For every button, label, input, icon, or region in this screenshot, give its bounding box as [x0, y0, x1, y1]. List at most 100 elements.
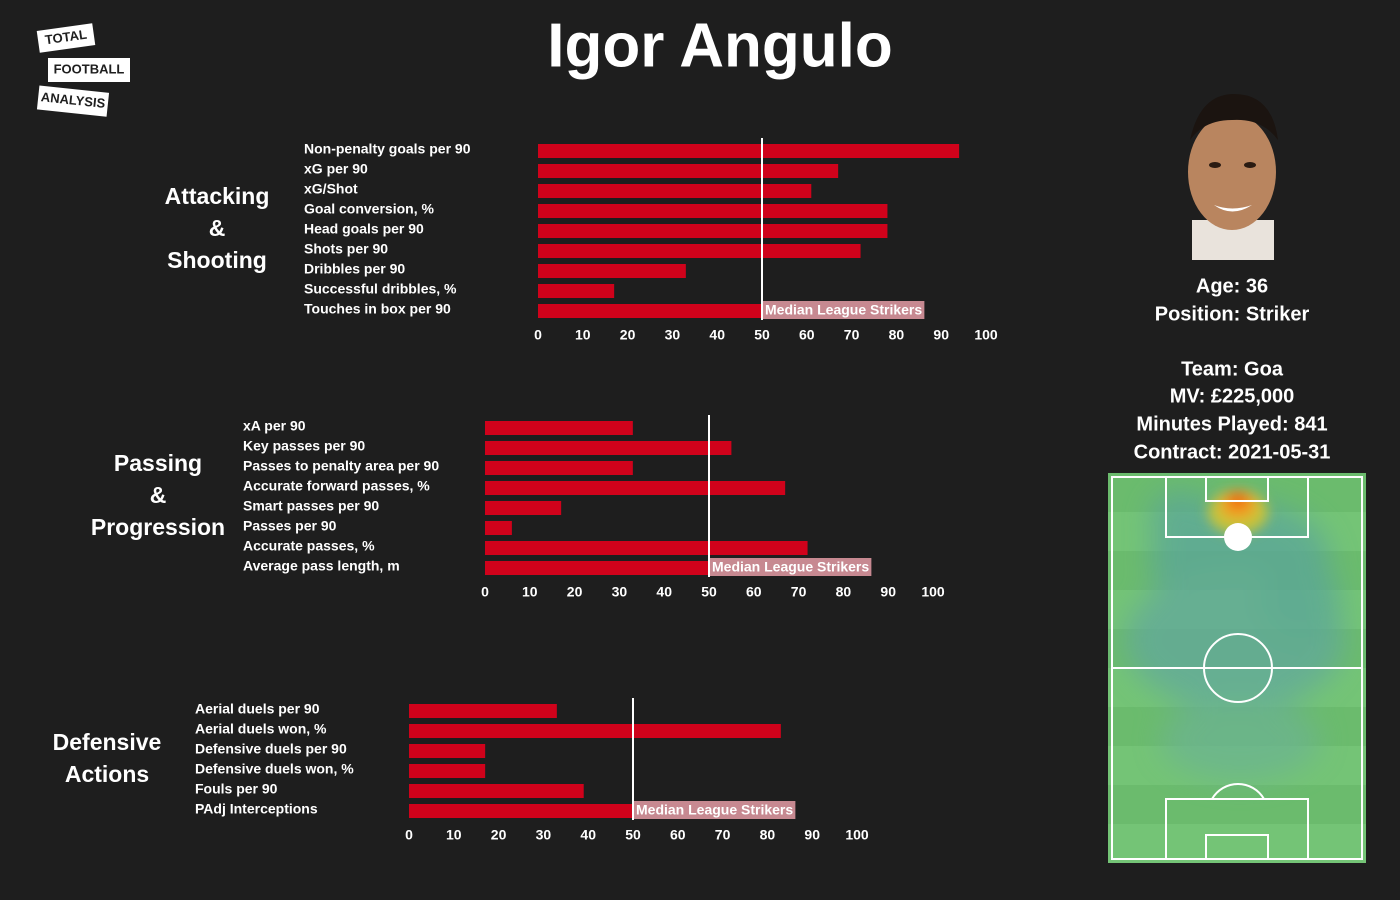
section-title: Passing [114, 450, 202, 476]
median-label: Median League Strikers [765, 302, 922, 318]
x-tick-label: 10 [446, 827, 462, 843]
category-label: Head goals per 90 [304, 221, 424, 237]
section-title: Shooting [167, 247, 267, 273]
section-title: Progression [91, 514, 225, 540]
x-tick-label: 70 [844, 327, 860, 343]
x-tick-label: 20 [620, 327, 636, 343]
x-tick-label: 0 [481, 584, 489, 600]
bar [485, 481, 786, 495]
bar [538, 204, 888, 218]
bar [538, 264, 686, 278]
bar [485, 541, 808, 555]
category-label: Aerial duels per 90 [195, 701, 320, 717]
x-tick-label: 30 [536, 827, 552, 843]
category-label: Successful dribbles, % [304, 281, 457, 297]
bar [538, 284, 615, 298]
category-label: xA per 90 [243, 418, 306, 434]
x-tick-label: 80 [836, 584, 852, 600]
x-tick-label: 0 [405, 827, 413, 843]
category-label: Fouls per 90 [195, 781, 278, 797]
x-tick-label: 100 [921, 584, 945, 600]
x-tick-label: 10 [575, 327, 591, 343]
median-label-bg [763, 301, 925, 319]
x-tick-label: 50 [754, 327, 770, 343]
x-tick-label: 70 [791, 584, 807, 600]
section-title: Actions [65, 761, 149, 787]
bar [485, 501, 562, 515]
x-tick-label: 60 [670, 827, 686, 843]
section-title: Attacking [165, 183, 270, 209]
profile-line: Contract: 2021-05-31 [1134, 441, 1331, 463]
category-label: Defensive duels won, % [195, 761, 354, 777]
x-tick-label: 100 [974, 327, 998, 343]
logo-text: FOOTBALL [54, 61, 125, 76]
category-label: Shots per 90 [304, 241, 388, 257]
profile-line: Position: Striker [1155, 303, 1310, 325]
x-tick-label: 50 [701, 584, 717, 600]
section-title: Defensive [53, 729, 162, 755]
x-tick-label: 60 [746, 584, 762, 600]
x-tick-label: 10 [522, 584, 538, 600]
category-label: Passes per 90 [243, 518, 337, 534]
bar [409, 724, 781, 738]
section-title: & [209, 215, 226, 241]
bar [538, 184, 812, 198]
category-label: xG per 90 [304, 161, 368, 177]
bar [409, 764, 486, 778]
category-label: Non-penalty goals per 90 [304, 141, 471, 157]
category-label: Accurate forward passes, % [243, 478, 430, 494]
profile-line: MV: £225,000 [1170, 385, 1295, 407]
heatmap [1108, 473, 1366, 863]
profile-line: Age: 36 [1196, 275, 1268, 297]
bar [485, 521, 512, 535]
median-label: Median League Strikers [636, 802, 793, 818]
category-label: PAdj Interceptions [195, 801, 318, 817]
category-label: Passes to penalty area per 90 [243, 458, 439, 474]
category-label: Dribbles per 90 [304, 261, 405, 277]
title: Igor Angulo [547, 11, 893, 80]
bar [409, 704, 557, 718]
logo-text: ANALYSIS [40, 89, 106, 111]
category-label: Aerial duels won, % [195, 721, 327, 737]
category-label: Goal conversion, % [304, 201, 434, 217]
x-tick-label: 20 [491, 827, 507, 843]
bar [409, 744, 486, 758]
x-tick-label: 90 [880, 584, 896, 600]
category-label: Defensive duels per 90 [195, 741, 347, 757]
x-tick-label: 40 [656, 584, 672, 600]
x-tick-label: 80 [760, 827, 776, 843]
player-photo [1188, 94, 1278, 260]
logo: TOTAL FOOTBALL ANALYSIS [36, 23, 130, 117]
bar [409, 804, 633, 818]
section-title: & [150, 482, 167, 508]
logo-text: TOTAL [44, 27, 88, 48]
category-label: Touches in box per 90 [304, 301, 451, 317]
category-label: Key passes per 90 [243, 438, 365, 454]
bar [538, 244, 861, 258]
x-tick-label: 90 [933, 327, 949, 343]
profile-line: Minutes Played: 841 [1136, 413, 1327, 435]
x-tick-label: 90 [804, 827, 820, 843]
x-tick-label: 40 [709, 327, 725, 343]
x-tick-label: 30 [665, 327, 681, 343]
bar [538, 304, 762, 318]
bar [485, 561, 709, 575]
bar [538, 144, 960, 158]
bar [485, 421, 633, 435]
category-label: Average pass length, m [243, 558, 400, 574]
x-tick-label: 40 [580, 827, 596, 843]
category-label: xG/Shot [304, 181, 358, 197]
bar [538, 164, 839, 178]
x-tick-label: 60 [799, 327, 815, 343]
bar [538, 224, 888, 238]
x-tick-label: 30 [612, 584, 628, 600]
median-label-bg [710, 558, 872, 576]
x-tick-label: 70 [715, 827, 731, 843]
bar [409, 784, 584, 798]
x-tick-label: 100 [845, 827, 869, 843]
bar [485, 461, 633, 475]
profile-line: Team: Goa [1181, 358, 1284, 380]
category-label: Smart passes per 90 [243, 498, 379, 514]
x-tick-label: 80 [889, 327, 905, 343]
